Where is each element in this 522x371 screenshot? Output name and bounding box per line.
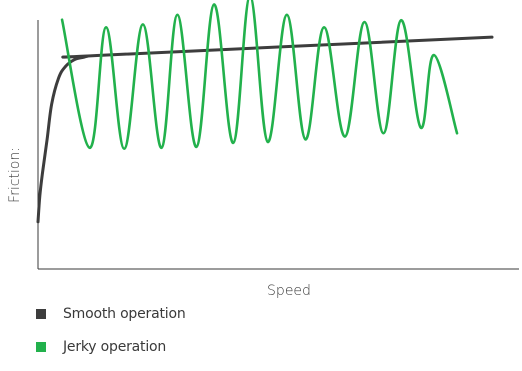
axes xyxy=(37,20,519,270)
y-axis-title: Friction: xyxy=(7,147,23,203)
legend-item-smooth: Smooth operation xyxy=(36,305,186,322)
series-line-smooth-operation xyxy=(36,35,494,224)
legend-swatch-jerky xyxy=(36,341,46,352)
friction-speed-chart-page: { "chart_data": { "type": "line", "title… xyxy=(7,0,519,355)
legend-item-jerky: Jerky operation xyxy=(36,338,186,355)
chart: Friction: Speed xyxy=(7,0,519,299)
legend-label-jerky: Jerky operation xyxy=(63,338,167,355)
legend: Smooth operation Jerky operation xyxy=(36,305,186,371)
series-line-jerky-operation xyxy=(60,0,459,151)
x-axis-title: Speed xyxy=(267,283,311,299)
series-layer xyxy=(36,0,494,224)
legend-label-smooth: Smooth operation xyxy=(63,305,186,322)
legend-swatch-smooth xyxy=(36,308,46,319)
